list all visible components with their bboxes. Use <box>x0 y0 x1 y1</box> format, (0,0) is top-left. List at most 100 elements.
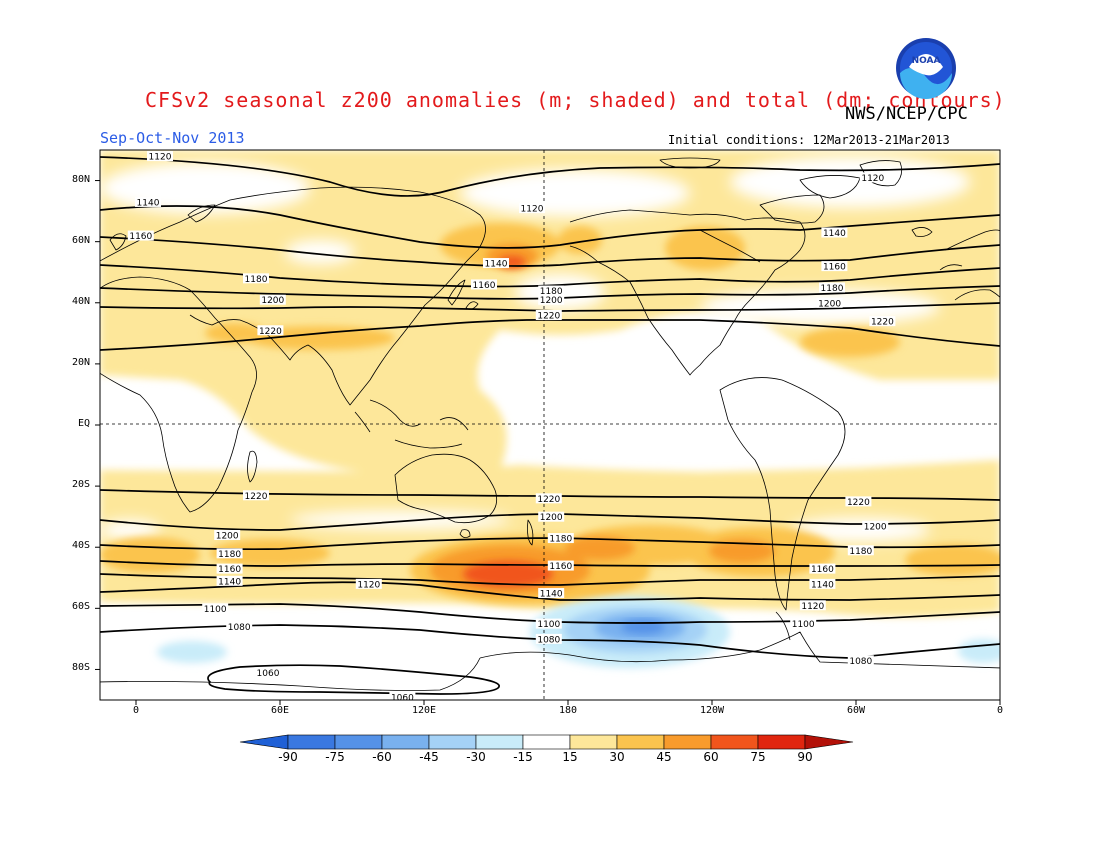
contour-label: 1200 <box>259 294 286 306</box>
svg-text:1180: 1180 <box>245 275 268 285</box>
lat-label: 80S <box>71 662 90 674</box>
colorbar-bin <box>287 734 336 750</box>
colorbar <box>239 734 854 750</box>
colorbar-label: 75 <box>750 750 766 764</box>
contour-label: 1160 <box>547 560 574 572</box>
svg-text:1120: 1120 <box>861 174 884 184</box>
contour-label: 1200 <box>816 297 843 309</box>
svg-text:1140: 1140 <box>218 577 241 587</box>
contour-label: 1080 <box>535 633 562 645</box>
svg-text:1180: 1180 <box>821 284 844 294</box>
colorbar-label: -30 <box>466 750 486 764</box>
contour-label: 1160 <box>216 563 243 575</box>
anomaly-shading <box>100 150 1000 668</box>
contour-label: 1160 <box>821 261 848 273</box>
svg-text:1100: 1100 <box>204 605 227 615</box>
contour-label: 1160 <box>809 563 836 575</box>
colorbar-label: -15 <box>513 750 533 764</box>
colorbar-label: 45 <box>656 750 672 764</box>
lat-label: 80N <box>71 173 90 185</box>
svg-text:1060: 1060 <box>257 669 280 679</box>
colorbar-label: 15 <box>562 750 578 764</box>
svg-text:1100: 1100 <box>537 620 560 630</box>
svg-text:1200: 1200 <box>261 296 284 306</box>
svg-text:1200: 1200 <box>864 522 887 532</box>
contour-label: 1120 <box>355 578 382 590</box>
svg-text:1200: 1200 <box>540 296 563 306</box>
contour-label: 1120 <box>147 151 173 163</box>
contour-label: 1180 <box>847 545 874 557</box>
svg-text:1160: 1160 <box>823 263 846 273</box>
contour-label: 1220 <box>243 490 269 502</box>
lon-label: 60W <box>846 705 866 716</box>
agency-label: NWS/NCEP/CPC <box>845 104 968 124</box>
contour-label: 1160 <box>127 230 154 242</box>
colorbar-bin <box>381 734 430 750</box>
colorbar-label: 30 <box>609 750 625 764</box>
colorbar-label: 60 <box>703 750 719 764</box>
colorbar-label: -75 <box>325 750 345 764</box>
contour-label: 1220 <box>257 325 284 337</box>
colorbar-bin <box>616 734 665 750</box>
svg-text:1160: 1160 <box>473 281 496 291</box>
svg-text:1160: 1160 <box>129 232 152 242</box>
contour-label: 1080 <box>847 655 874 667</box>
lon-label: 180 <box>558 705 578 716</box>
contour-label: 1060 <box>255 667 281 679</box>
colorbar-arrow-high <box>804 734 854 750</box>
svg-text:1060: 1060 <box>391 693 414 703</box>
svg-text:1140: 1140 <box>823 229 846 239</box>
lat-label: 20N <box>71 356 90 368</box>
lat-label: 60N <box>71 234 90 246</box>
contour-label: 1140 <box>483 258 509 270</box>
contour-label: 1120 <box>799 600 826 612</box>
svg-text:1080: 1080 <box>537 635 560 645</box>
svg-text:1140: 1140 <box>485 260 508 270</box>
initial-conditions-label: Initial conditions: 12Mar2013-21Mar2013 <box>668 133 950 147</box>
lon-label: 120W <box>699 705 725 716</box>
contour-label: 1220 <box>845 496 872 508</box>
colorbar-bin <box>757 734 806 750</box>
svg-text:1120: 1120 <box>149 153 172 163</box>
colorbar-bin <box>334 734 383 750</box>
svg-text:1160: 1160 <box>218 565 241 575</box>
svg-text:1160: 1160 <box>549 562 572 572</box>
svg-text:1220: 1220 <box>245 492 268 502</box>
lat-label: 20S <box>71 479 90 491</box>
svg-text:1100: 1100 <box>792 620 815 630</box>
contour-label: 1060 <box>389 691 416 703</box>
svg-text:1200: 1200 <box>818 299 841 309</box>
contour-label: 1140 <box>135 196 161 208</box>
contour-label: 1180 <box>216 548 243 560</box>
contour-label: 1220 <box>869 316 896 328</box>
lat-label: 60S <box>71 601 90 613</box>
contour-label: 1200 <box>862 520 889 532</box>
contour-label: 1180 <box>243 273 269 285</box>
map-title: CFSv2 seasonal z200 anomalies (m; shaded… <box>145 88 1006 112</box>
contour-label: 1220 <box>535 310 562 322</box>
colorbar-bin <box>428 734 477 750</box>
lon-label: 0 <box>132 705 140 716</box>
svg-text:1080: 1080 <box>228 623 251 633</box>
lon-label: 60E <box>270 705 290 716</box>
logo-text: NOAA <box>912 56 941 66</box>
svg-text:1140: 1140 <box>540 590 563 600</box>
svg-text:1180: 1180 <box>218 550 241 560</box>
contour-label: 1200 <box>538 294 565 306</box>
contour-label: 1100 <box>202 603 229 615</box>
noaa-logo: NOAA <box>896 38 956 99</box>
svg-text:1180: 1180 <box>849 547 872 557</box>
svg-text:1220: 1220 <box>537 495 560 505</box>
contour-label: 1100 <box>535 618 562 630</box>
map-frame <box>99 149 1001 701</box>
svg-text:1220: 1220 <box>847 498 870 508</box>
contour-label: 1180 <box>538 285 565 297</box>
colorbar-bin <box>710 734 759 750</box>
contour-label: 1100 <box>790 618 817 630</box>
svg-text:1200: 1200 <box>216 532 239 542</box>
colorbar-label: -90 <box>278 750 298 764</box>
contour-label: 1120 <box>859 172 886 184</box>
contour-label: 1180 <box>547 533 574 545</box>
contour-label: 1180 <box>819 282 845 294</box>
